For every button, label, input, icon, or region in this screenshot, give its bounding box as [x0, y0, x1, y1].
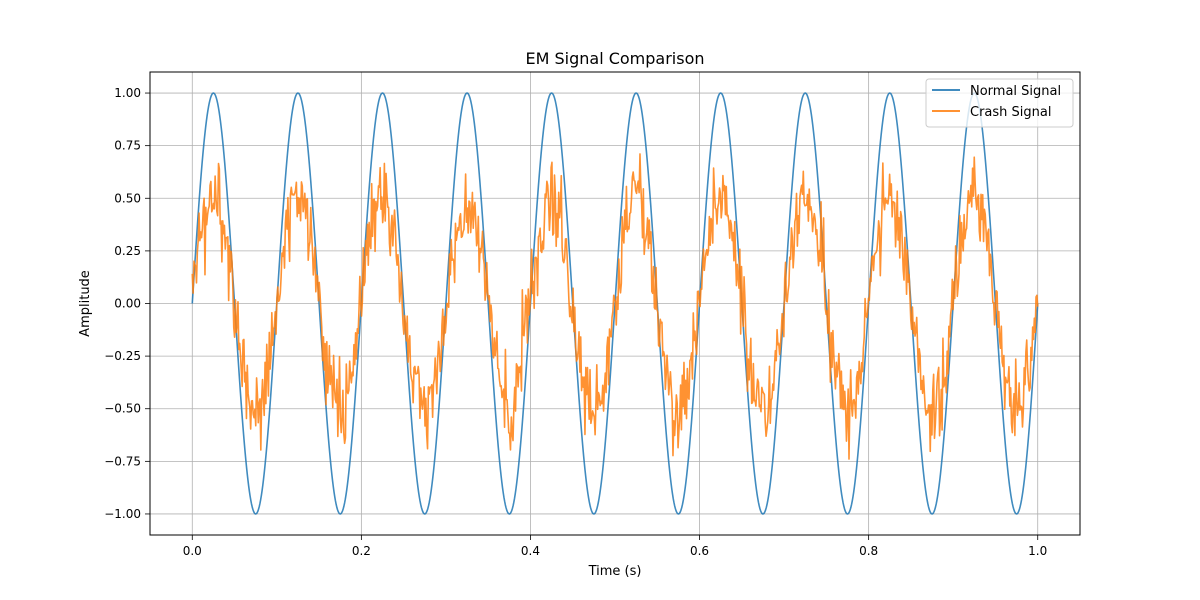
- y-tick-label: 0.25: [114, 244, 141, 258]
- y-tick-label: −0.50: [104, 402, 141, 416]
- y-tick-label: −1.00: [104, 507, 141, 521]
- y-tick-label: −0.75: [104, 454, 141, 468]
- x-tick-label: 0.8: [859, 544, 878, 558]
- y-tick-label: 0.00: [114, 297, 141, 311]
- x-tick-label: 1.0: [1028, 544, 1047, 558]
- y-tick-label: −0.25: [104, 349, 141, 363]
- series-layer: [191, 92, 1039, 515]
- chart-title: EM Signal Comparison: [525, 49, 704, 68]
- legend-label-normal-signal: Normal Signal: [970, 84, 1061, 99]
- legend-box: [925, 78, 1074, 128]
- x-axis-title: Time (s): [588, 564, 642, 579]
- y-tick-label: 0.75: [114, 139, 141, 153]
- x-tick-label: 0.2: [352, 544, 371, 558]
- y-tick-label: 1.00: [114, 86, 141, 100]
- y-axis-title: Amplitude: [78, 270, 93, 337]
- y-tick-label: 0.50: [114, 191, 141, 205]
- x-axis: 0.0 0.2 0.4 0.6 0.8 1.0: [183, 535, 1047, 558]
- y-axis: −1.00 −0.75 −0.50 −0.25 0.00 0.25 0.50 0.75 1.00: [104, 86, 150, 521]
- x-tick-label: 0.0: [183, 544, 202, 558]
- legend-label-crash-signal: Crash Signal: [970, 105, 1051, 120]
- x-tick-label: 0.6: [690, 544, 709, 558]
- x-tick-label: 0.4: [521, 544, 540, 558]
- series-line-crash-signal: [191, 153, 1039, 460]
- legend: Normal Signal Crash Signal: [925, 78, 1074, 128]
